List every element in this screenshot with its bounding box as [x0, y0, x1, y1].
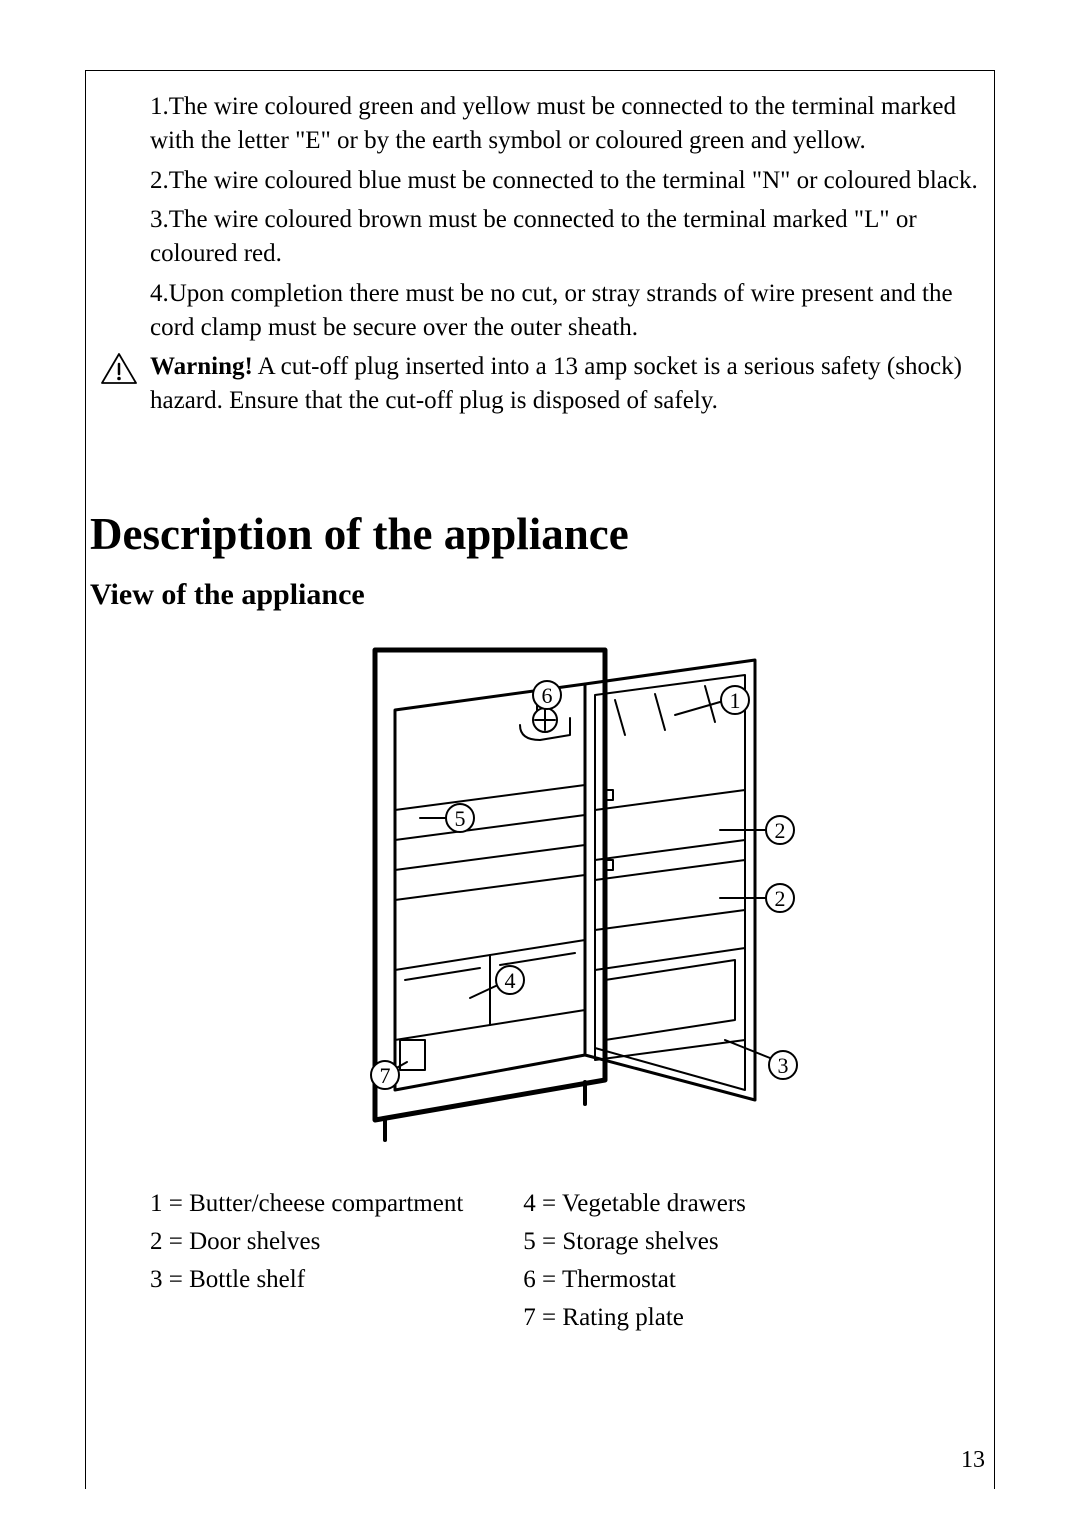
warning-icon — [100, 352, 138, 391]
callout-2b: 2 — [766, 884, 794, 912]
warning-bold: Warning! — [150, 353, 253, 380]
legend-column-left: 1 = Butter/cheese compartment 2 = Door s… — [150, 1190, 463, 1342]
legend-item: 3 = Bottle shelf — [150, 1266, 463, 1294]
callout-7: 7 — [371, 1061, 399, 1089]
legend-item: 1 = Butter/cheese compartment — [150, 1190, 463, 1218]
callout-5: 5 — [446, 804, 474, 832]
svg-text:2: 2 — [775, 886, 786, 911]
appliance-diagram: 1 2 2 3 4 5 6 7 — [150, 640, 980, 1160]
page-number: 13 — [961, 1447, 985, 1474]
legend-item: 5 = Storage shelves — [523, 1228, 746, 1256]
warning-body: A cut-off plug inserted into a 13 amp so… — [150, 353, 962, 414]
svg-text:4: 4 — [505, 968, 516, 993]
callout-6: 6 — [533, 681, 561, 709]
warning-block: Warning! A cut-off plug inserted into a … — [150, 350, 980, 418]
heading-description: Description of the appliance — [90, 508, 980, 560]
paragraph-4: 4.Upon completion there must be no cut, … — [150, 277, 980, 345]
page-content: 1.The wire coloured green and yellow mus… — [150, 90, 980, 1342]
callout-3: 3 — [769, 1051, 797, 1079]
callout-4: 4 — [496, 966, 524, 994]
callout-2a: 2 — [766, 816, 794, 844]
callout-1: 1 — [721, 686, 749, 714]
svg-text:2: 2 — [775, 818, 786, 843]
legend-item: 7 = Rating plate — [523, 1304, 746, 1332]
svg-text:5: 5 — [455, 806, 466, 831]
legend: 1 = Butter/cheese compartment 2 = Door s… — [150, 1190, 980, 1342]
svg-text:7: 7 — [380, 1063, 391, 1088]
legend-item: 6 = Thermostat — [523, 1266, 746, 1294]
paragraph-2: 2.The wire coloured blue must be connect… — [150, 164, 980, 198]
paragraph-1: 1.The wire coloured green and yellow mus… — [150, 90, 980, 158]
svg-text:1: 1 — [730, 688, 741, 713]
svg-text:3: 3 — [778, 1053, 789, 1078]
legend-item: 4 = Vegetable drawers — [523, 1190, 746, 1218]
paragraph-3: 3.The wire coloured brown must be connec… — [150, 203, 980, 271]
warning-text: Warning! A cut-off plug inserted into a … — [150, 350, 980, 418]
legend-item: 2 = Door shelves — [150, 1228, 463, 1256]
heading-view: View of the appliance — [90, 578, 980, 612]
svg-text:6: 6 — [542, 683, 553, 708]
legend-column-right: 4 = Vegetable drawers 5 = Storage shelve… — [523, 1190, 746, 1342]
